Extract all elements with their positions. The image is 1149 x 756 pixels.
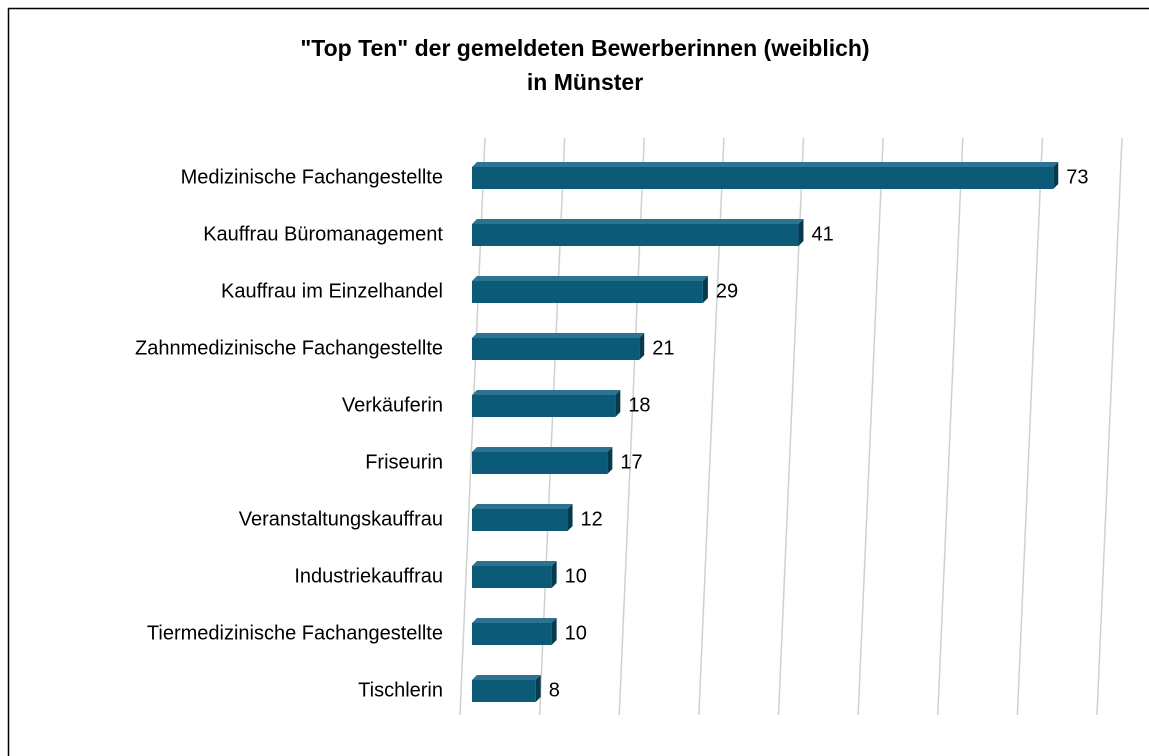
y-tick-label: Tischlerin <box>358 679 443 701</box>
bar-top <box>472 447 613 452</box>
value-label: 10 <box>565 565 587 587</box>
grid-line <box>1096 137 1123 716</box>
bar <box>472 566 552 588</box>
value-label: 21 <box>652 337 674 359</box>
bar-top <box>472 219 804 224</box>
value-label: 12 <box>581 508 603 530</box>
chart-title: "Top Ten" der gemeldeten Bewerberinnen (… <box>300 35 869 61</box>
bar <box>472 167 1054 189</box>
bar-top <box>472 390 621 395</box>
y-tick-label: Industriekauffrau <box>294 565 443 587</box>
bar <box>472 338 640 360</box>
value-label: 41 <box>811 223 833 245</box>
bar <box>472 224 799 246</box>
y-tick-label: Tiermedizinische Fachangestellte <box>147 622 443 644</box>
value-label: 73 <box>1066 166 1088 188</box>
bar-side <box>607 447 613 474</box>
chart-frame <box>7 7 1149 756</box>
y-tick-label: Zahnmedizinische Fachangestellte <box>135 337 443 359</box>
y-tick-label: Kauffrau Büromanagement <box>203 223 443 245</box>
bar-side <box>1053 162 1059 189</box>
y-tick-label: Veranstaltungskauffrau <box>239 508 443 530</box>
bar-side <box>798 219 804 246</box>
y-tick-label: Friseurin <box>365 451 443 473</box>
bar-side <box>535 675 541 702</box>
value-label: 29 <box>716 280 738 302</box>
bar-side <box>702 276 708 303</box>
grid-line <box>937 137 964 716</box>
grid-line <box>1016 137 1044 716</box>
y-tick-label: Medizinische Fachangestellte <box>181 166 443 188</box>
bar-top <box>472 276 708 281</box>
bar-top <box>472 675 541 680</box>
bar-top <box>472 162 1059 167</box>
bar-side <box>639 333 645 360</box>
bar-side <box>615 390 621 417</box>
bar <box>472 623 552 645</box>
value-label: 10 <box>565 622 587 644</box>
bar <box>472 509 568 531</box>
bar-top <box>472 333 645 338</box>
bar-top <box>472 504 573 509</box>
value-label: 17 <box>620 451 642 473</box>
bar-top <box>472 618 557 623</box>
bar <box>472 452 608 474</box>
bar-side <box>551 618 557 645</box>
bar-side <box>567 504 573 531</box>
chart-title: in Münster <box>527 69 643 95</box>
grid-line <box>857 137 884 716</box>
bar-top <box>472 561 557 566</box>
value-label: 8 <box>549 679 560 701</box>
bar <box>472 680 536 702</box>
y-tick-label: Kauffrau im Einzelhandel <box>221 280 443 302</box>
bar-side <box>551 561 557 588</box>
bar <box>472 395 616 417</box>
y-tick-label: Verkäuferin <box>342 394 443 416</box>
bar <box>472 281 703 303</box>
value-label: 18 <box>628 394 650 416</box>
